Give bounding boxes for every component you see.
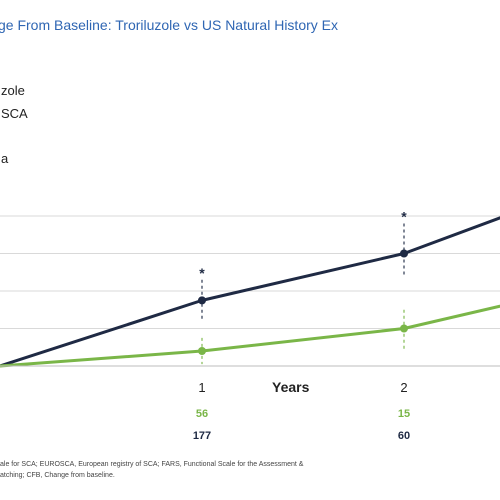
n-navy-2: 60 (398, 430, 410, 442)
legend-label-third: a (1, 151, 9, 166)
n-green-2: 15 (398, 408, 410, 420)
grid (0, 215, 500, 329)
series-lines (0, 216, 500, 368)
series-line-1 (0, 216, 500, 368)
series-1-point-2 (400, 249, 408, 258)
legend-label-sca: SCA (1, 106, 28, 121)
legend: zole SCA a (1, 83, 28, 166)
x-axis-label: Years (272, 379, 310, 395)
significance-mark-1: * (199, 265, 205, 281)
series-1-point-1 (198, 296, 206, 305)
series-2-point-1 (198, 347, 206, 355)
x-tick-label-2: 2 (400, 380, 407, 395)
significance-marks: ** (199, 209, 407, 281)
series-line-2 (0, 304, 500, 368)
chart-title: ge From Baseline: Troriluzole vs US Natu… (0, 17, 338, 33)
significance-mark-2: * (401, 209, 407, 225)
x-tick-label-1: 1 (198, 380, 205, 395)
series-2-point-2 (400, 324, 408, 333)
footnote-line-2: atching; CFB, Change from baseline. (0, 472, 115, 479)
series-points (198, 249, 408, 355)
footnote-line-1: ale for SCA; EUROSCA, European registry … (0, 461, 304, 468)
legend-label-troriluzole: zole (1, 83, 25, 98)
n-green-1: 56 (196, 408, 208, 420)
n-navy-1: 177 (193, 430, 211, 442)
n-at-risk-table: 56 177 15 60 (193, 408, 410, 442)
